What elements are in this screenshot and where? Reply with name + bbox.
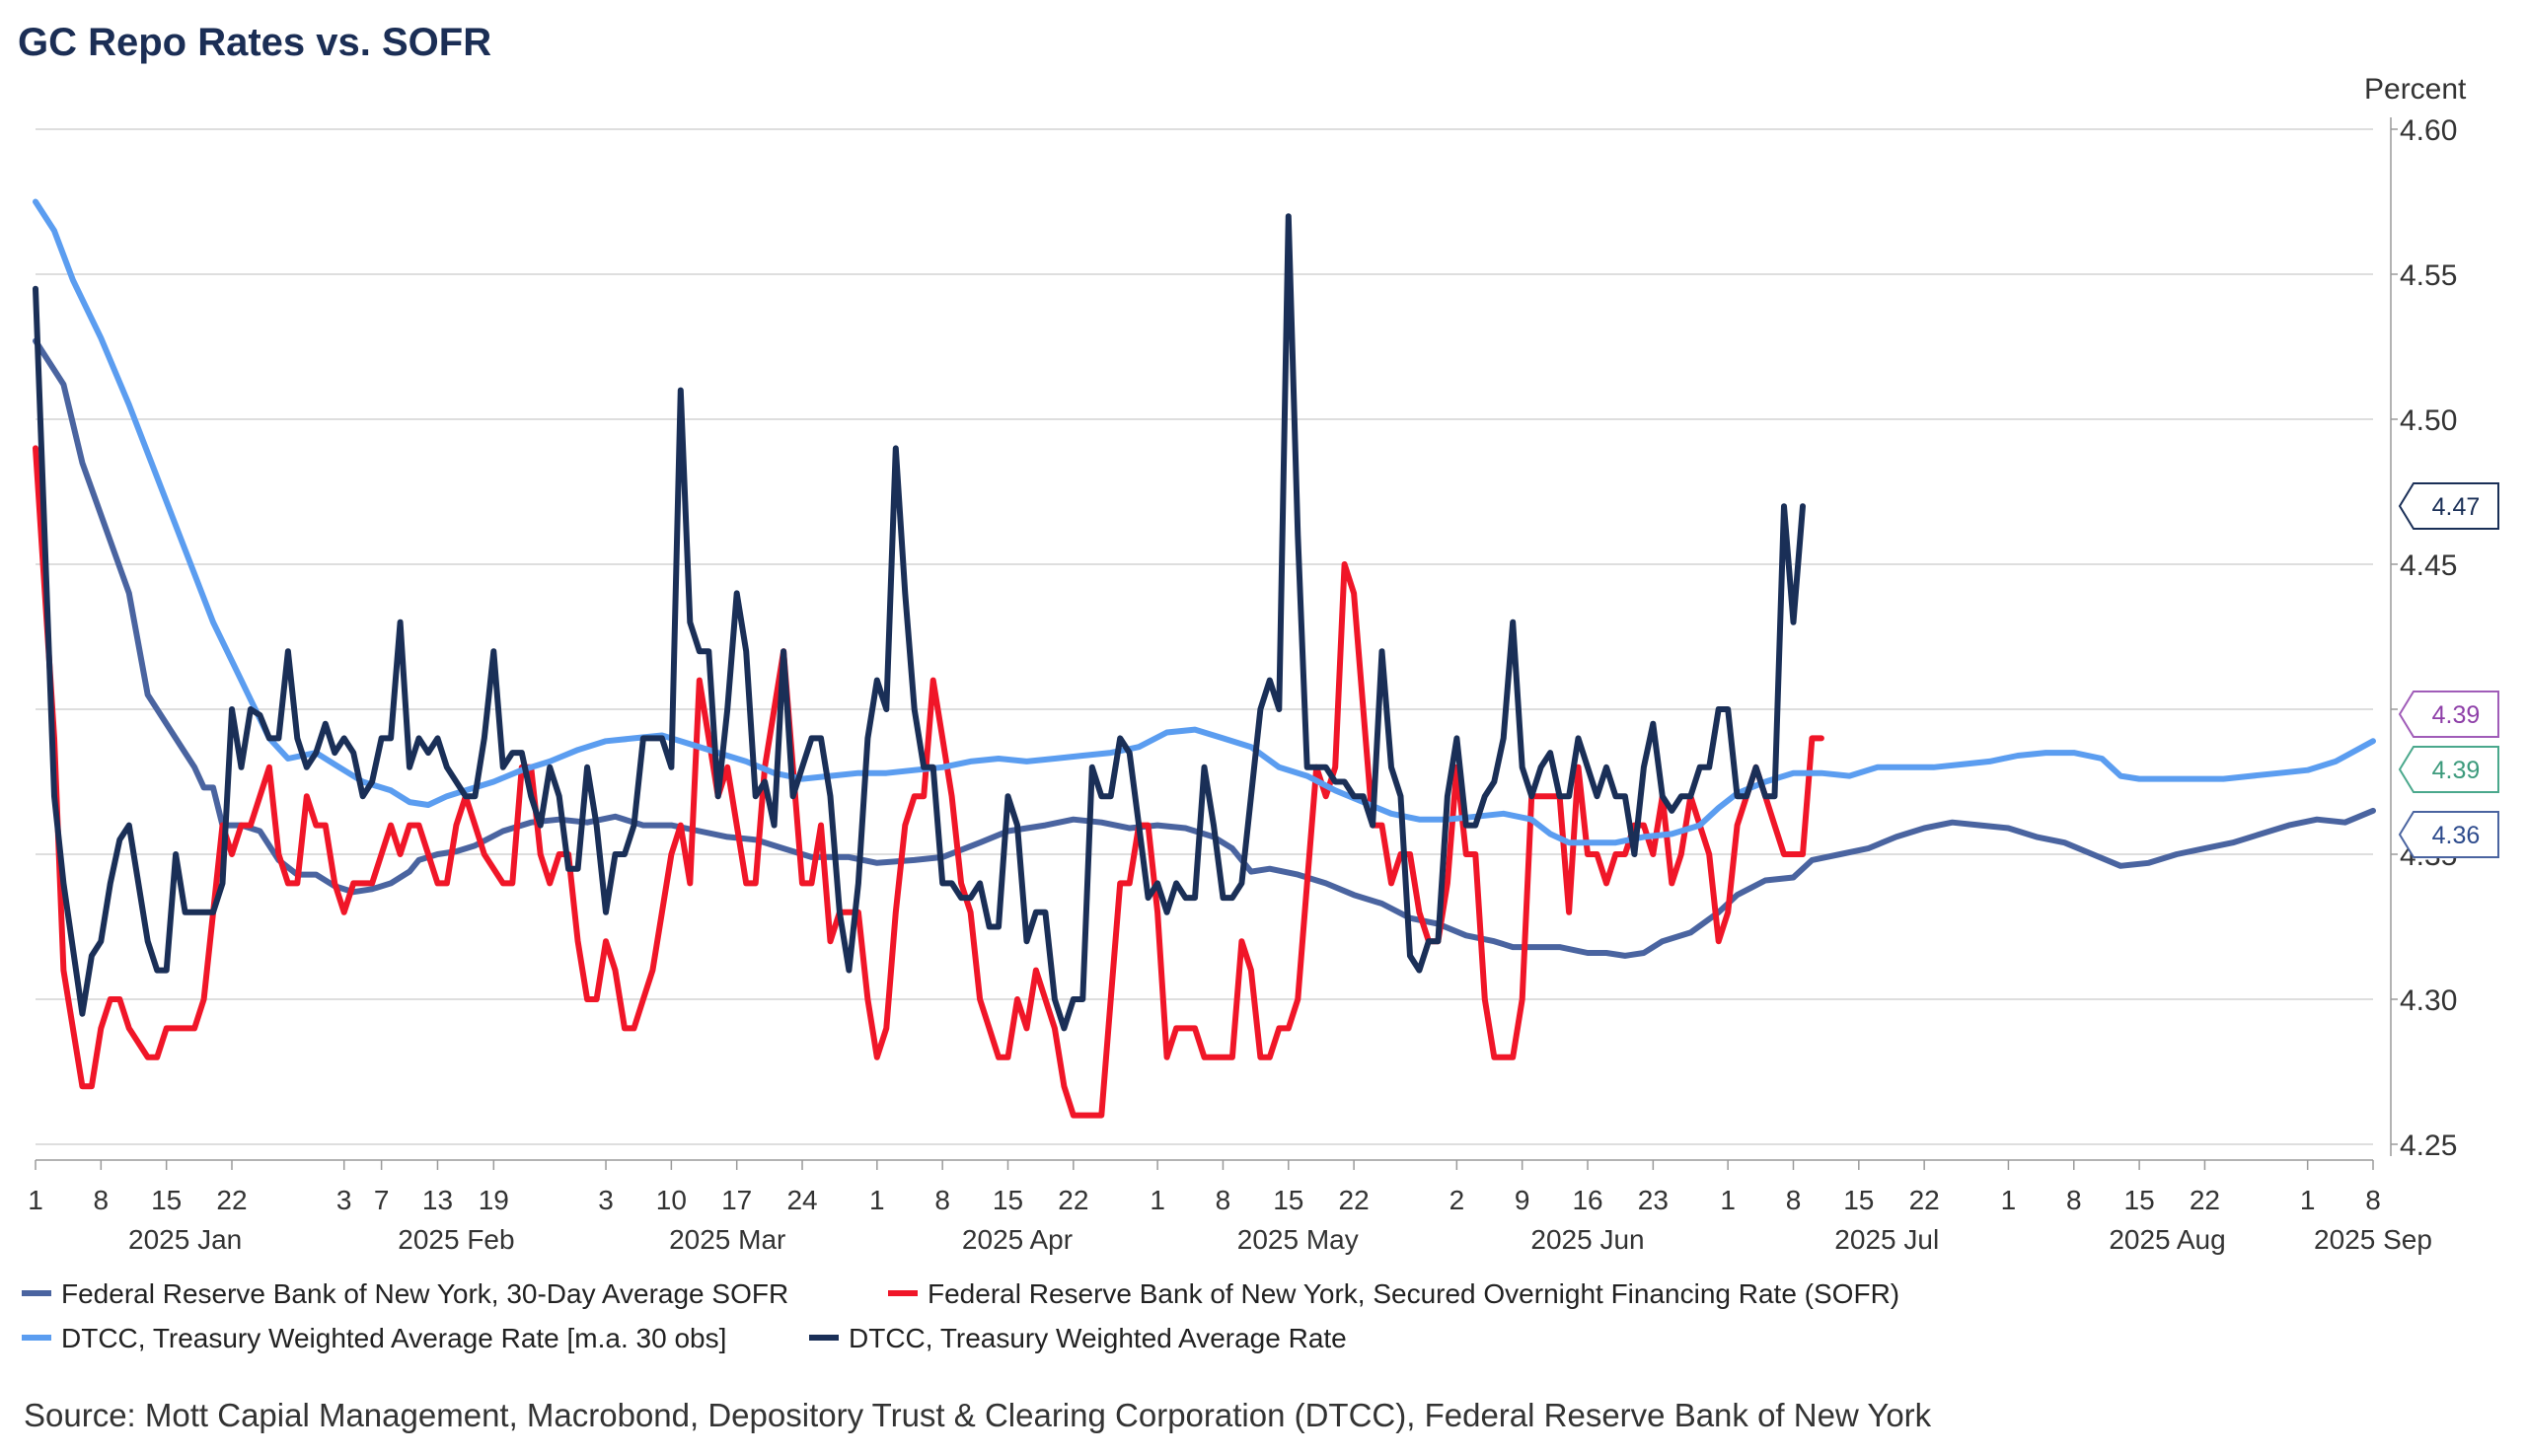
y-tick-label: 4.45 [2400,549,2457,582]
end-value-tag [2398,691,2499,738]
y-tick-label: 4.60 [2400,114,2457,147]
x-tick-label: 22 [2190,1185,2220,1215]
gridlines [36,128,2373,1145]
end-value-labels: 4.47 4.39 4.39 4.36 [2398,482,2499,858]
y-tick-label: 4.25 [2400,1129,2457,1162]
x-tick-label: 15 [2124,1185,2155,1215]
chart-title: GC Repo Rates vs. SOFR [18,21,491,64]
x-tick-label: 15 [151,1185,182,1215]
x-tick-label: 10 [656,1185,687,1215]
x-month-label: 2025 Jul [1834,1224,1939,1255]
x-tick-label: 1 [869,1185,885,1215]
x-tick-label: 15 [1273,1185,1303,1215]
x-tick-label: 22 [1909,1185,1940,1215]
legend-label: Federal Reserve Bank of New York, Secure… [928,1278,1899,1309]
x-tick-label: 16 [1572,1185,1602,1215]
legend-label: Federal Reserve Bank of New York, 30-Day… [61,1278,788,1309]
legend-label: DTCC, Treasury Weighted Average Rate [m.… [61,1323,726,1353]
x-tick-label: 8 [94,1185,110,1215]
series-line-3 [33,213,1806,1032]
series-line-2 [33,198,2376,846]
x-tick-label: 2 [1449,1185,1465,1215]
end-value-tag [2398,482,2499,530]
x-month-label: 2025 May [1237,1224,1359,1255]
x-tick-label: 22 [216,1185,247,1215]
x-tick-label: 8 [1216,1185,1231,1215]
x-tick-label: 8 [2066,1185,2082,1215]
legend-label: DTCC, Treasury Weighted Average Rate [849,1323,1347,1353]
x-tick-label: 13 [422,1185,453,1215]
y-tick-label: 4.50 [2400,404,2457,437]
end-value-text: 4.39 [2432,701,2481,729]
y-tick-label: 4.55 [2400,259,2457,292]
legend: Federal Reserve Bank of New York, 30-Day… [22,1278,1899,1353]
x-tick-label: 15 [993,1185,1023,1215]
x-tick-label: 15 [1843,1185,1874,1215]
x-month-label: 2025 Jan [128,1224,242,1255]
x-tick-label: 1 [1720,1185,1736,1215]
x-tick-label: 8 [1786,1185,1802,1215]
series-lines [33,198,2376,1119]
source-note: Source: Mott Capial Management, Macrobon… [24,1397,1932,1433]
end-value-tag [2398,811,2499,858]
x-tick-label: 9 [1515,1185,1530,1215]
end-value-text: 4.39 [2432,757,2481,784]
x-tick-label: 1 [2300,1185,2316,1215]
x-tick-label: 23 [1638,1185,1669,1215]
x-tick-label: 22 [1339,1185,1370,1215]
series-line-0 [33,337,2376,959]
end-value-text: 4.36 [2432,822,2481,849]
x-month-label: 2025 Aug [2109,1224,2225,1255]
x-month-label: 2025 Sep [2314,1224,2432,1255]
x-month-label: 2025 Mar [669,1224,785,1255]
x-tick-label: 1 [2001,1185,2017,1215]
x-month-label: 2025 Apr [962,1224,1073,1255]
x-tick-label: 8 [2365,1185,2381,1215]
x-tick-label: 3 [598,1185,614,1215]
x-tick-label: 8 [934,1185,950,1215]
x-tick-label: 24 [786,1185,817,1215]
x-tick-label: 19 [479,1185,509,1215]
y-axis: 4.254.304.354.404.454.504.554.60 [2390,114,2457,1162]
x-tick-label: 1 [28,1185,43,1215]
end-value-text: 4.47 [2432,493,2481,521]
x-tick-label: 3 [336,1185,352,1215]
y-tick-label: 4.30 [2400,984,2457,1017]
y-axis-unit-label: Percent [2364,73,2467,106]
end-value-tag [2398,746,2499,793]
x-month-label: 2025 Feb [398,1224,514,1255]
x-tick-label: 1 [1150,1185,1165,1215]
x-month-label: 2025 Jun [1530,1224,1644,1255]
x-tick-label: 17 [721,1185,752,1215]
x-axis: 1 8 15 22 3 7 13 19 3 10 17 24 1 8 15 22 1 8 15 22 2 9 16 23 1 8 1… [28,1159,2432,1255]
x-tick-label: 22 [1058,1185,1088,1215]
x-tick-label: 7 [374,1185,390,1215]
